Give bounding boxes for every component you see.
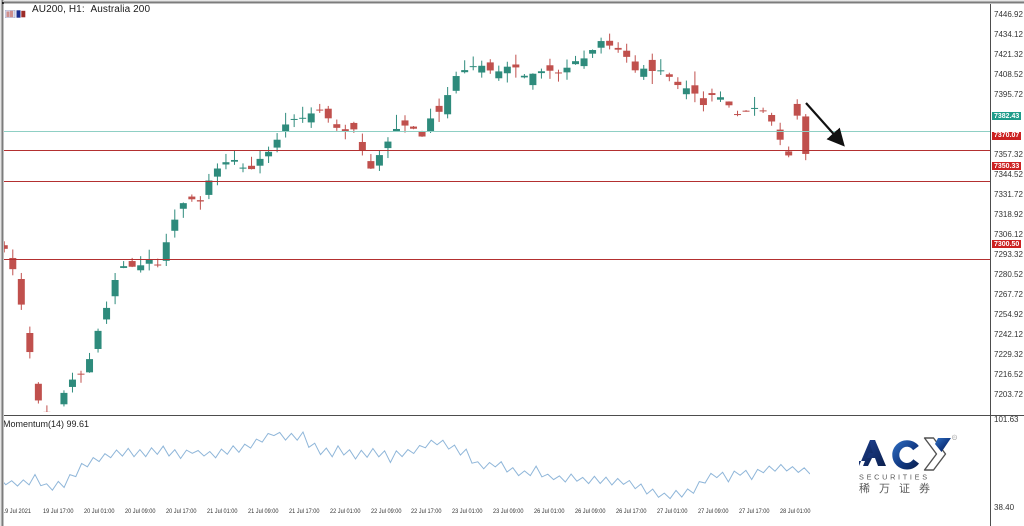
svg-text:稀万证券: 稀万证券	[859, 481, 939, 495]
svg-text:SECURITIES: SECURITIES	[859, 473, 930, 482]
